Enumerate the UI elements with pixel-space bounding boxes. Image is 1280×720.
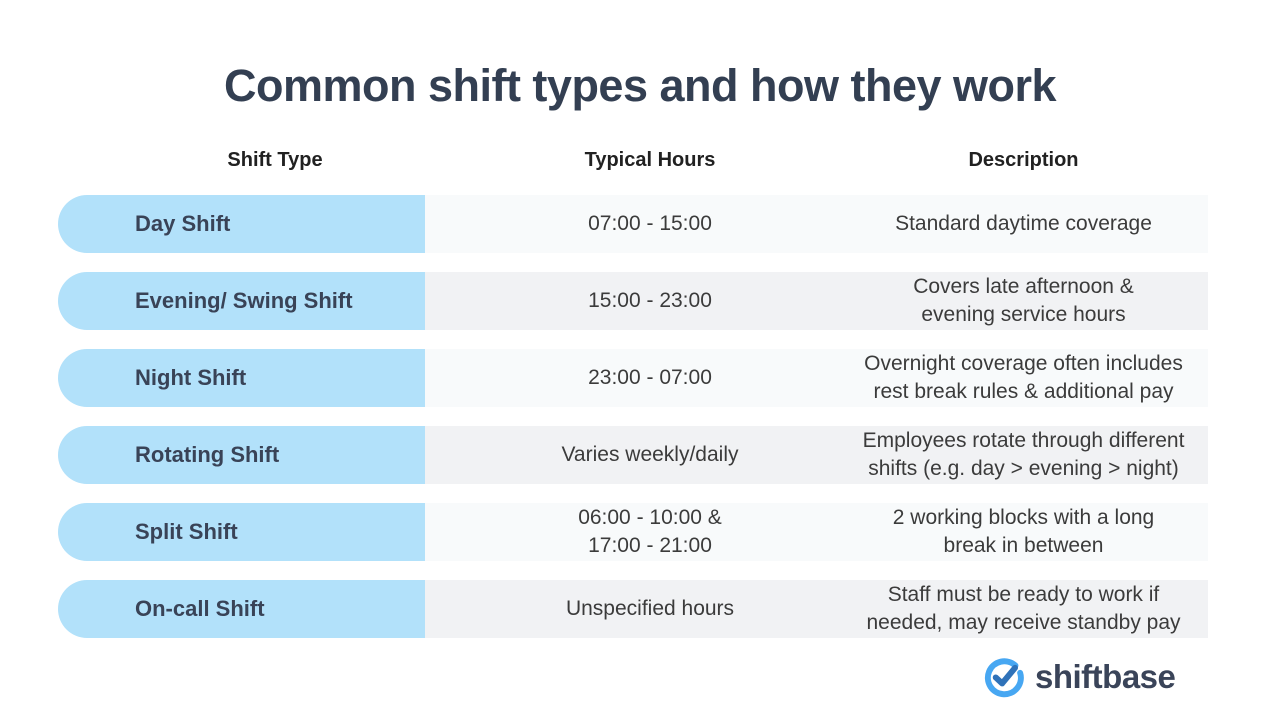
typical-hours-cell: 15:00 - 23:00: [425, 272, 875, 330]
typical-hours-text: 06:00 - 10:00 & 17:00 - 21:00: [578, 506, 722, 557]
header-typical-hours: Typical Hours: [584, 148, 716, 171]
row-stripe: 15:00 - 23:00 Covers late afternoon & ev…: [425, 272, 1208, 330]
table-row: Split Shift 06:00 - 10:00 & 17:00 - 21:0…: [58, 503, 1208, 561]
shiftbase-logo: shiftbase: [982, 655, 1176, 699]
typical-hours-cell: 06:00 - 10:00 & 17:00 - 21:00: [425, 503, 875, 561]
shift-types-table: Shift Type Typical Hours Description Day…: [58, 144, 1208, 638]
typical-hours-cell: Unspecified hours: [425, 580, 875, 638]
table-row: On-call Shift Unspecified hours Staff mu…: [58, 580, 1208, 638]
table-row: Evening/ Swing Shift 15:00 - 23:00 Cover…: [58, 272, 1208, 330]
description-text: Covers late afternoon & evening service …: [913, 275, 1134, 326]
typical-hours-text: 23:00 - 07:00: [588, 366, 712, 389]
description-cell: Employees rotate through different shift…: [863, 426, 1208, 484]
page-title: Common shift types and how they work: [223, 60, 1057, 111]
check-circle-icon: [984, 658, 1024, 698]
description-text: Overnight coverage often includes rest b…: [864, 352, 1183, 403]
shift-type-pill: Rotating Shift: [58, 426, 425, 484]
header-shift-type: Shift Type: [227, 148, 323, 171]
description-cell: Standard daytime coverage: [875, 195, 1208, 253]
typical-hours-text: Unspecified hours: [565, 597, 735, 620]
row-stripe: Unspecified hours Staff must be ready to…: [425, 580, 1208, 638]
table-row: Night Shift 23:00 - 07:00 Overnight cove…: [58, 349, 1208, 407]
row-stripe: 07:00 - 15:00 Standard daytime coverage: [425, 195, 1208, 253]
description-cell: Overnight coverage often includes rest b…: [864, 349, 1208, 407]
description-cell: 2 working blocks with a long break in be…: [875, 503, 1208, 561]
typical-hours-text: 15:00 - 23:00: [588, 289, 712, 312]
logo-wordmark: shiftbase: [1035, 658, 1176, 695]
description-text: 2 working blocks with a long break in be…: [892, 506, 1155, 557]
description-cell: Covers late afternoon & evening service …: [875, 272, 1208, 330]
shift-type-pill: On-call Shift: [58, 580, 425, 638]
typical-hours-text: 07:00 - 15:00: [588, 212, 712, 235]
typical-hours-cell: 23:00 - 07:00: [425, 349, 875, 407]
row-stripe: 06:00 - 10:00 & 17:00 - 21:00 2 working …: [425, 503, 1208, 561]
table-row: Rotating Shift Varies weekly/daily Emplo…: [58, 426, 1208, 484]
shift-type-pill: Split Shift: [58, 503, 425, 561]
description-text: Standard daytime coverage: [895, 212, 1152, 235]
table-row: Day Shift 07:00 - 15:00 Standard daytime…: [58, 195, 1208, 253]
typical-hours-cell: 07:00 - 15:00: [425, 195, 875, 253]
description-text: Staff must be ready to work if needed, m…: [866, 583, 1181, 634]
header-description: Description: [968, 148, 1079, 171]
table-header-row: Shift Type Typical Hours Description: [58, 144, 1208, 176]
shift-type-pill: Day Shift: [58, 195, 425, 253]
row-stripe: 23:00 - 07:00 Overnight coverage often i…: [425, 349, 1208, 407]
description-text: Employees rotate through different shift…: [862, 429, 1185, 480]
row-stripe: Varies weekly/daily Employees rotate thr…: [425, 426, 1208, 484]
typical-hours-text: Varies weekly/daily: [561, 443, 739, 466]
shift-type-pill: Night Shift: [58, 349, 425, 407]
shift-type-pill: Evening/ Swing Shift: [58, 272, 425, 330]
description-cell: Staff must be ready to work if needed, m…: [866, 580, 1208, 638]
typical-hours-cell: Varies weekly/daily: [425, 426, 875, 484]
